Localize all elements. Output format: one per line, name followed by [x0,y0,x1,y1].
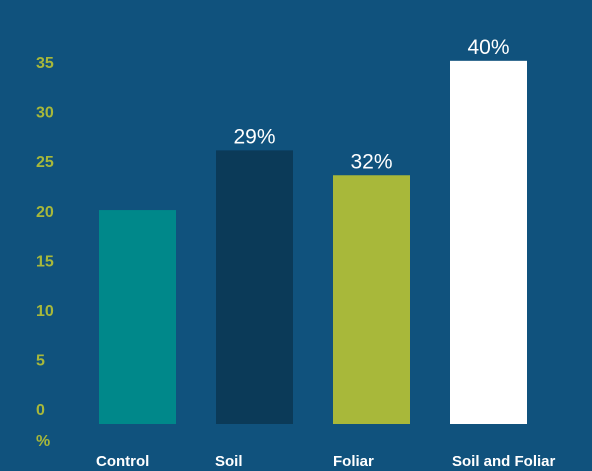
data-labels: 29% 32% 40% [233,36,509,173]
y-tick-label: 20 [36,204,54,221]
bar-control [99,210,176,424]
data-label: 29% [233,125,275,148]
bars [99,60,527,424]
data-label: 32% [350,150,392,173]
category-label: Soil [215,453,243,470]
y-tick-label: 10 [36,303,54,320]
y-tick-label: 15 [36,253,54,270]
y-tick-label: 5 [36,352,45,369]
y-tick-label: 0 [36,402,45,419]
data-label: 40% [467,36,509,59]
y-tick-label: 35 [36,55,54,72]
category-label: Soil and Foliar [452,453,556,470]
category-label: Foliar [333,453,374,470]
y-axis-unit-label: % [36,433,50,450]
bar-foliar [333,175,410,424]
category-label: Control [96,453,149,470]
y-tick-label: 30 [36,105,54,122]
y-axis-ticks: 0 5 10 15 20 25 30 35 [36,55,54,419]
bar-soil-and-foliar [450,60,527,424]
bar-soil [216,150,293,424]
x-axis-category-labels: Control Soil Foliar Soil and Foliar [96,453,556,470]
y-tick-label: 25 [36,154,54,171]
